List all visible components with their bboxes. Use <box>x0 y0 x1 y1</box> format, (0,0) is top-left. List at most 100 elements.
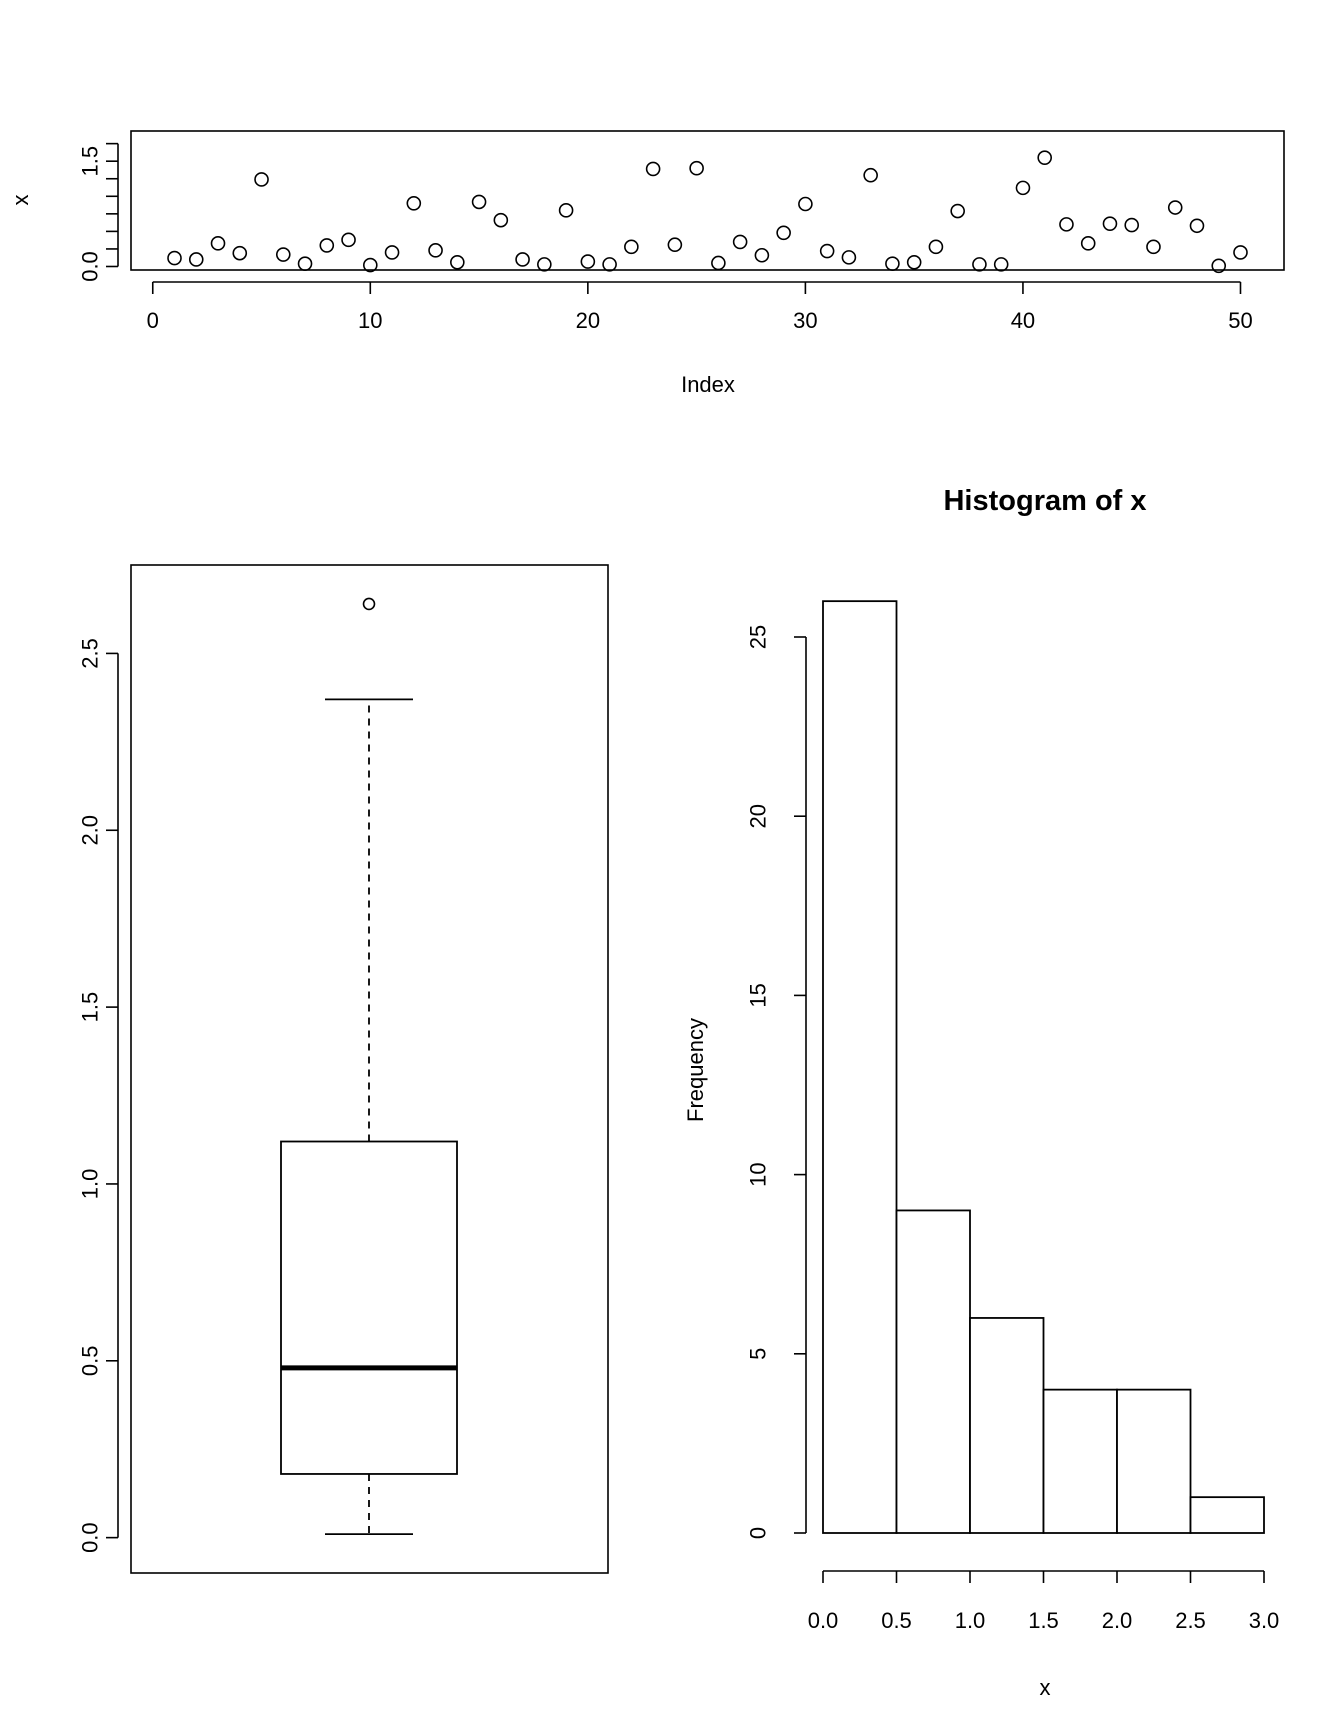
scatter-plot-frame <box>130 130 1285 271</box>
scatter-point <box>819 243 835 259</box>
boxplot-outlier-point <box>362 597 376 611</box>
scatter-point <box>515 252 530 267</box>
scatter-point <box>450 254 465 270</box>
scatter-point <box>254 172 269 187</box>
scatter-point <box>406 196 422 211</box>
scatter-x-tick-label: 40 <box>1011 308 1035 333</box>
scatter-point <box>602 257 617 272</box>
histogram-y-tick-label: 15 <box>746 983 771 1007</box>
scatter-point <box>885 256 900 271</box>
scatter-x-tick-label: 30 <box>793 308 817 333</box>
scatter-axes: 0 10 20 30 40 50 0.0 1.5 <box>78 142 1253 333</box>
scatter-point <box>275 247 291 262</box>
scatter-point <box>1015 180 1031 196</box>
scatter-point <box>624 239 639 255</box>
histogram-bar <box>822 600 898 1534</box>
scatter-x-tick-label: 50 <box>1228 308 1252 333</box>
scatter-point <box>841 250 857 265</box>
histogram-bar <box>895 1209 971 1534</box>
histogram-bar <box>969 1317 1045 1534</box>
scatter-point <box>1102 216 1118 231</box>
histogram-y-tick-label: 5 <box>746 1348 771 1360</box>
histogram-y-axis-title: Frequency <box>683 1018 708 1122</box>
histogram-y-tick-label: 25 <box>746 625 771 649</box>
histogram-bar <box>1042 1388 1118 1534</box>
scatter-point <box>1037 150 1052 165</box>
histogram-x-tick-label: 1.5 <box>1028 1608 1059 1633</box>
scatter-point <box>1080 236 1096 251</box>
scatter-point <box>950 203 965 219</box>
scatter-y-tick-label: 0.0 <box>78 251 103 282</box>
scatter-x-tick-label: 10 <box>358 308 382 333</box>
boxplot-panel: 0.0 0.5 1.0 1.5 2.0 2.5 <box>78 564 609 1574</box>
scatter-point <box>928 239 944 255</box>
scatter-point <box>711 255 726 271</box>
scatter-y-axis-title: x <box>8 195 33 206</box>
scatter-point <box>1167 200 1183 215</box>
scatter-point <box>689 160 704 176</box>
histogram-y-tick-label: 20 <box>746 804 771 828</box>
histogram-x-tick-label: 0.5 <box>881 1608 912 1633</box>
boxplot-y-tick-label: 2.5 <box>78 638 103 669</box>
scatter-point <box>906 254 922 270</box>
histogram-title: Histogram of x <box>943 485 1146 517</box>
scatter-x-axis-title: Index <box>681 372 735 397</box>
histogram-x-tick-label: 2.0 <box>1102 1608 1133 1633</box>
scatter-point <box>363 257 378 273</box>
boxplot-y-tick-label: 2.0 <box>78 815 103 846</box>
boxplot-marks <box>280 597 458 1535</box>
histogram-bars <box>822 600 1265 1534</box>
scatter-point <box>341 232 356 248</box>
boxplot-y-tick-label: 1.0 <box>78 1169 103 1200</box>
scatter-x-tick-label: 0 <box>147 308 159 333</box>
scatter-point <box>645 161 661 177</box>
boxplot-axes: 0.0 0.5 1.0 1.5 2.0 2.5 <box>78 638 119 1553</box>
boxplot-frame <box>130 564 609 1574</box>
scatter-point <box>493 212 509 228</box>
histogram-panel: Histogram of x 0.0 0.5 1.0 1.5 2.0 2.5 3.0 0 5 10… <box>683 485 1279 1700</box>
scatter-point <box>1146 239 1161 255</box>
histogram-bar <box>1189 1496 1265 1534</box>
scatter-point <box>754 247 770 263</box>
boxplot-y-tick-label: 1.5 <box>78 992 103 1023</box>
histogram-x-axis-title: x <box>1040 1675 1051 1700</box>
scatter-point <box>384 245 400 260</box>
histogram-x-tick-label: 0.0 <box>808 1608 839 1633</box>
scatter-point <box>297 256 313 271</box>
histogram-bar <box>1116 1388 1192 1534</box>
scatter-point <box>232 245 248 261</box>
scatter-point <box>776 225 791 241</box>
scatter-point <box>1211 258 1227 274</box>
scatter-point <box>1124 217 1140 233</box>
boxplot-y-tick-label: 0.5 <box>78 1345 103 1376</box>
scatter-x-tick-label: 20 <box>576 308 600 333</box>
scatter-point <box>188 252 204 267</box>
scatter-point <box>863 167 878 183</box>
histogram-x-tick-label: 2.5 <box>1175 1608 1206 1633</box>
scatter-y-tick-label: 1.5 <box>78 146 103 177</box>
scatter-point <box>558 203 574 218</box>
histogram-x-tick-label: 1.0 <box>955 1608 986 1633</box>
histogram-y-tick-label: 10 <box>746 1162 771 1186</box>
histogram-x-tick-label: 3.0 <box>1249 1608 1280 1633</box>
histogram-y-tick-label: 0 <box>746 1527 771 1539</box>
scatter-point <box>428 243 443 258</box>
scatter-point <box>210 236 226 251</box>
scatter-point <box>580 254 596 269</box>
scatter-point <box>1233 245 1248 260</box>
scatter-point <box>471 194 487 210</box>
scatter-point <box>167 250 182 266</box>
scatter-point <box>319 238 335 253</box>
scatter-point <box>1189 218 1205 234</box>
scatter-point <box>537 257 552 272</box>
scatter-points <box>167 150 1248 274</box>
boxplot-y-tick-label: 0.0 <box>78 1522 103 1553</box>
scatter-point <box>993 257 1009 272</box>
scatter-point <box>1059 217 1074 232</box>
index-scatter-plot: 0 10 20 30 40 50 0.0 1.5 Index x <box>8 130 1285 397</box>
scatter-point <box>972 257 987 272</box>
scatter-point <box>732 234 748 250</box>
scatter-point <box>667 237 683 253</box>
boxplot-box <box>280 1140 458 1475</box>
